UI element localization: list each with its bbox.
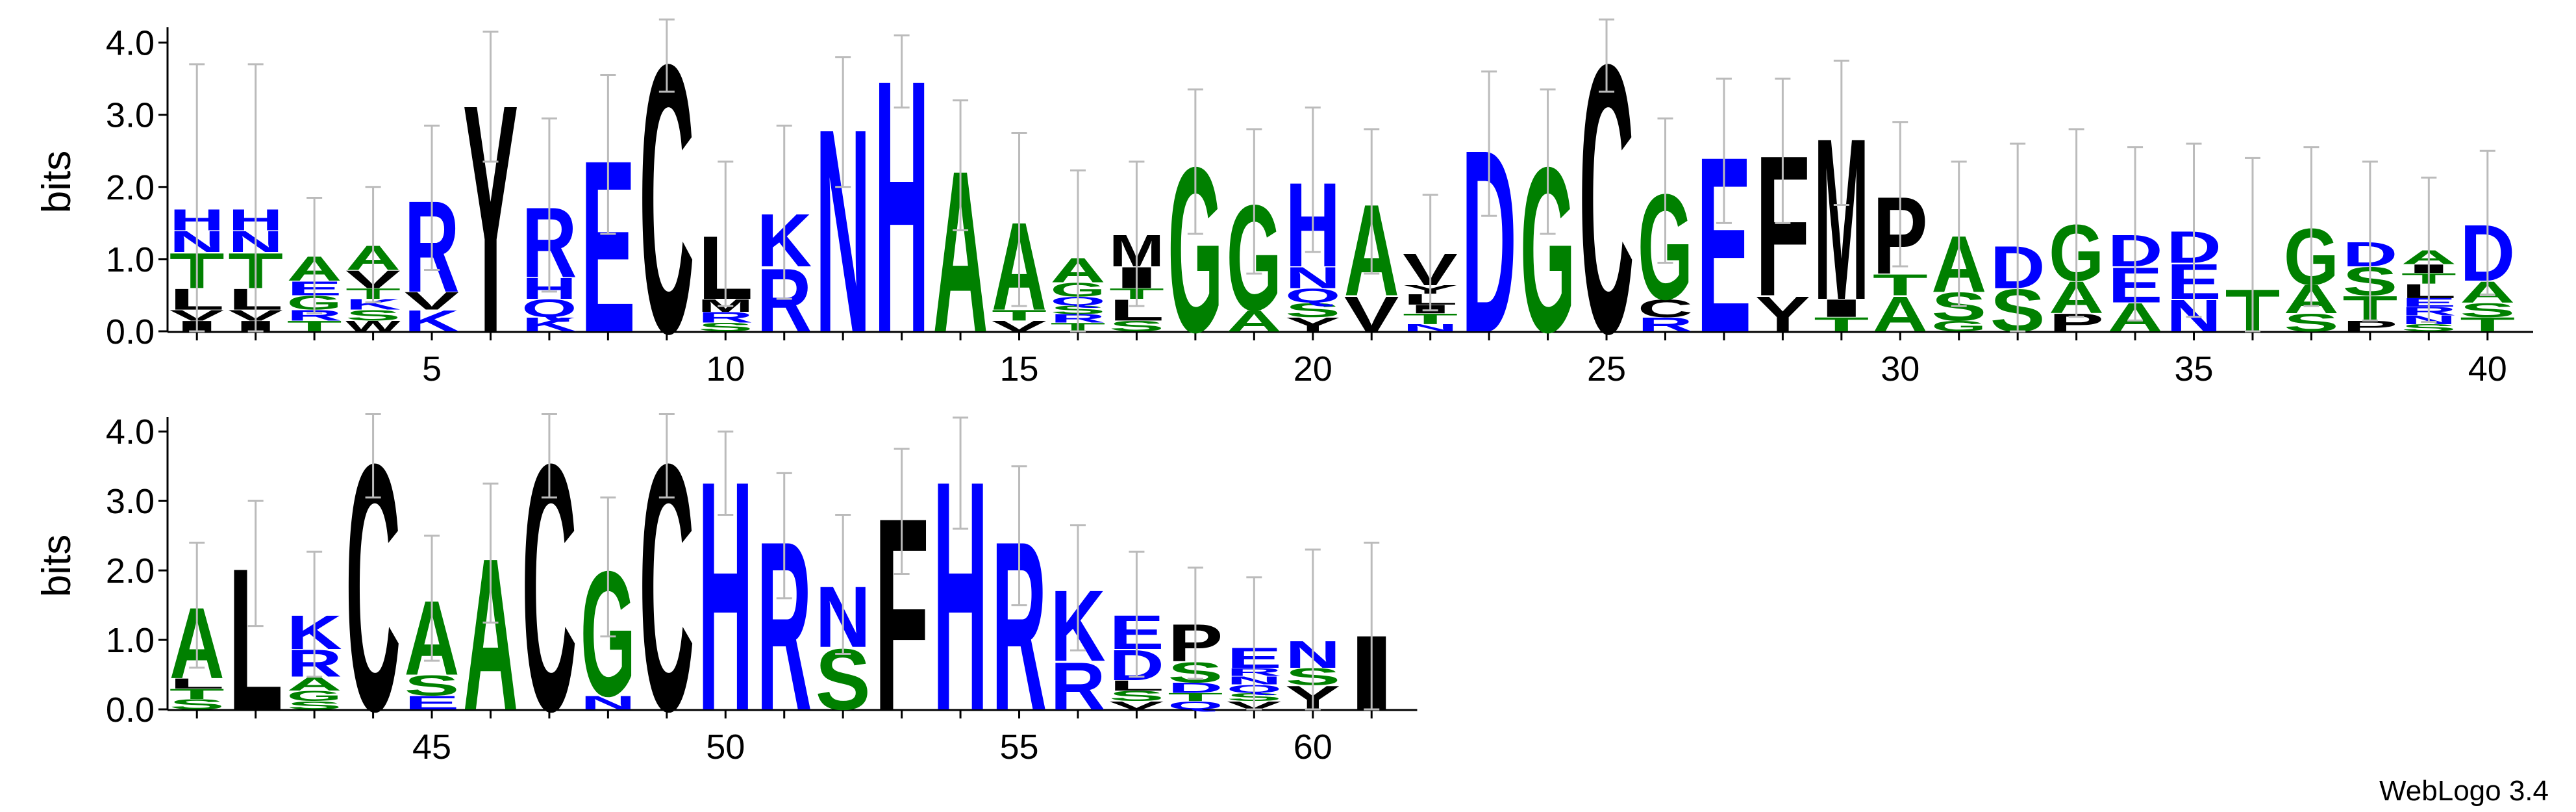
logo-letter: S xyxy=(345,307,401,324)
x-tick-label: 50 xyxy=(706,728,745,767)
logo-letter: Q xyxy=(521,294,577,322)
logo-letter: S xyxy=(405,670,460,702)
y-tick-label: 1.0 xyxy=(106,621,155,660)
y-tick-label: 2.0 xyxy=(106,168,155,207)
y-tick-label: 4.0 xyxy=(106,24,155,63)
logo-letter: K xyxy=(521,313,577,335)
y-tick-label: 0.0 xyxy=(106,312,155,351)
logo-letter: S xyxy=(1109,318,1164,335)
logo-letter: C xyxy=(1638,294,1693,322)
logo-letter: Q xyxy=(1168,699,1223,712)
y-tick-label: 2.0 xyxy=(106,552,155,590)
logo-letter: R xyxy=(1638,313,1693,335)
x-tick-label: 55 xyxy=(999,728,1038,767)
logo-letter: T xyxy=(992,307,1047,324)
y-tick-label: 0.0 xyxy=(106,691,155,730)
logo-letter: S xyxy=(2460,299,2515,322)
x-tick-label: 25 xyxy=(1587,349,1626,388)
x-tick-label: 15 xyxy=(999,349,1038,388)
logo-letter: T xyxy=(1168,691,1223,704)
x-tick-label: 35 xyxy=(2174,349,2213,388)
logo-letter: S xyxy=(2401,322,2457,333)
logo-letter: S xyxy=(287,699,342,712)
logo-letter: R xyxy=(698,309,753,326)
logo-letter: G xyxy=(1931,318,1986,335)
y-tick-label: 3.0 xyxy=(106,482,155,521)
logo-letter: V xyxy=(1109,699,1164,712)
logo-letter: N xyxy=(1285,260,1340,294)
logo-letter: N xyxy=(581,692,636,713)
logo-row-1: 0.01.02.03.04.0bits510152025303540IVLTNH… xyxy=(34,0,2533,413)
y-axis-title: bits xyxy=(34,151,79,213)
y-tick-label: 3.0 xyxy=(106,96,155,135)
logo-letter: S xyxy=(1285,299,1340,322)
x-tick-label: 30 xyxy=(1881,349,1919,388)
logo-letter: S xyxy=(1109,688,1164,704)
logo-letter: S xyxy=(2284,309,2339,336)
logo-letter: S xyxy=(169,696,225,713)
logo-letter: T xyxy=(287,318,342,335)
x-tick-label: 60 xyxy=(1294,728,1332,767)
logo-letter: Y xyxy=(1285,313,1340,336)
x-tick-label: 10 xyxy=(706,349,745,388)
logo-letter: T xyxy=(169,686,225,702)
logo-letter: Q xyxy=(1285,285,1340,307)
logo-letter: L xyxy=(1109,678,1164,694)
logo-letter: N xyxy=(1403,322,1458,333)
logo-letter: V xyxy=(992,318,1047,335)
logo-letter: L xyxy=(169,676,225,692)
y-tick-label: 4.0 xyxy=(106,412,155,451)
x-tick-label: 45 xyxy=(412,728,451,767)
logo-letter: S xyxy=(698,321,753,335)
x-tick-label: 40 xyxy=(2468,349,2507,388)
logo-letter: T xyxy=(1814,313,1869,335)
logo-letter: A xyxy=(1227,304,1282,338)
logo-letter: Y xyxy=(1755,286,1810,342)
y-axis-title: bits xyxy=(34,535,79,597)
logo-letter: I xyxy=(1814,294,1869,322)
x-tick-label: 20 xyxy=(1294,349,1332,388)
logo-letter: V xyxy=(1344,286,1399,342)
logo-letter: T xyxy=(1403,311,1458,327)
logo-letter: A xyxy=(1873,286,1928,342)
y-tick-label: 1.0 xyxy=(106,240,155,279)
logo-letter: V xyxy=(405,287,460,315)
logo-letter: D xyxy=(1168,679,1223,696)
x-tick-label: 5 xyxy=(422,349,442,388)
logo-letter: R xyxy=(1050,648,1105,724)
weblogo-version-label: WebLogo 3.4 xyxy=(2379,775,2549,807)
logo-letter: E xyxy=(405,692,460,713)
logo-letter: W xyxy=(345,318,401,335)
logo-letter: K xyxy=(405,304,460,338)
logo-letter: T xyxy=(2460,313,2515,335)
logo-letter: T xyxy=(1873,268,1928,301)
logo-letter: G xyxy=(287,688,342,704)
